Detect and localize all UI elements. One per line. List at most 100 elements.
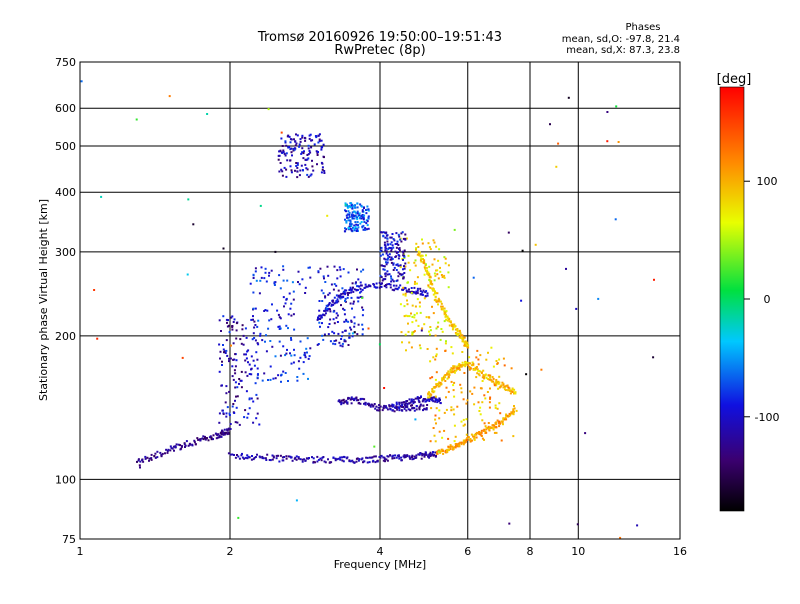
echo-point: [226, 354, 229, 357]
echo-point: [294, 144, 297, 147]
echo-point: [381, 282, 383, 285]
echo-point: [228, 390, 231, 393]
echo-point: [341, 287, 344, 290]
echo-point: [394, 287, 397, 290]
echo-point: [387, 248, 390, 251]
echo-point: [400, 456, 403, 459]
echo-point: [206, 113, 209, 115]
echo-point: [408, 341, 411, 344]
echo-point: [225, 412, 228, 415]
echo-point: [403, 265, 405, 268]
echo-point: [409, 269, 412, 272]
echo-point: [364, 228, 367, 231]
echo-point: [445, 340, 447, 343]
echo-point: [444, 350, 447, 352]
echo-point: [379, 254, 382, 257]
echo-point: [405, 314, 408, 317]
echo-point: [357, 323, 360, 326]
grid-lines: [80, 62, 680, 539]
echo-point: [393, 239, 396, 242]
echo-point: [223, 428, 226, 431]
echo-point: [483, 428, 486, 431]
echo-point: [485, 428, 488, 431]
echo-point: [433, 299, 436, 302]
echo-point: [416, 289, 419, 292]
echo-point: [462, 336, 465, 339]
echo-point: [411, 458, 414, 461]
echo-point: [349, 222, 352, 225]
echo-point: [350, 328, 353, 331]
echo-point: [365, 209, 367, 211]
echo-point: [416, 298, 419, 301]
echo-point: [369, 404, 372, 407]
echo-point: [395, 405, 398, 408]
echo-point: [421, 293, 424, 296]
echo-point: [333, 302, 336, 305]
echo-point: [335, 294, 338, 297]
echo-point: [447, 271, 450, 274]
echo-point: [407, 254, 410, 257]
echo-point: [236, 395, 239, 398]
echo-point: [398, 403, 401, 406]
echo-point: [317, 141, 320, 144]
echo-point: [367, 208, 370, 211]
echo-point: [320, 459, 323, 462]
echo-point: [361, 457, 364, 460]
echo-point: [372, 459, 375, 462]
echo-point: [398, 235, 401, 238]
echo-point: [429, 329, 432, 332]
echo-point: [290, 302, 293, 305]
echo-point: [512, 408, 515, 411]
echo-point: [367, 209, 370, 212]
echo-point: [367, 327, 370, 330]
echo-point: [418, 251, 421, 254]
echo-point: [456, 330, 459, 333]
echo-point: [221, 409, 224, 412]
echo-point: [398, 455, 400, 458]
echo-point: [390, 241, 393, 244]
echo-point: [420, 257, 423, 260]
echo-point: [348, 332, 351, 335]
echo-point: [434, 295, 437, 298]
echo-point: [458, 330, 461, 333]
echo-point: [425, 453, 428, 456]
echo-point: [235, 359, 238, 362]
echo-point: [328, 323, 331, 325]
echo-point: [393, 410, 396, 413]
echo-point: [391, 244, 394, 247]
echo-point: [410, 312, 412, 315]
echo-point: [404, 333, 407, 336]
echo-point: [467, 344, 470, 347]
echo-point: [461, 338, 464, 341]
echo-point: [459, 383, 462, 386]
echo-point: [296, 376, 299, 378]
echo-point: [252, 318, 254, 321]
echo-point: [425, 316, 428, 319]
echo-point: [510, 411, 513, 414]
echo-point: [297, 270, 300, 273]
echo-point: [290, 456, 293, 459]
echo-point: [346, 401, 348, 404]
echo-point: [619, 536, 622, 539]
echo-point: [308, 149, 311, 152]
echo-point: [351, 332, 354, 335]
echo-point: [459, 364, 462, 367]
echo-point: [298, 174, 301, 177]
echo-point: [405, 289, 408, 292]
echo-point: [320, 139, 323, 142]
echo-point: [304, 163, 307, 166]
echo-point: [357, 215, 360, 218]
echo-point: [434, 378, 437, 381]
echo-point: [412, 457, 415, 460]
echo-point: [409, 409, 412, 412]
echo-point: [444, 262, 447, 265]
echo-point: [501, 421, 504, 424]
echo-point: [330, 304, 333, 307]
echo-point: [345, 399, 348, 402]
echo-point: [354, 221, 357, 224]
echo-point: [264, 457, 267, 460]
echo-point: [492, 377, 495, 380]
echo-point: [397, 257, 400, 260]
echo-point: [254, 324, 257, 326]
